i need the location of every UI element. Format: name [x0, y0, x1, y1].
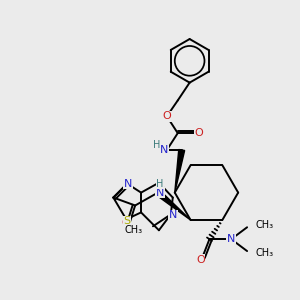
- Text: O: O: [194, 128, 203, 138]
- Polygon shape: [156, 190, 190, 220]
- Text: H: H: [153, 140, 161, 150]
- Text: S: S: [124, 216, 131, 226]
- Text: O: O: [122, 218, 130, 228]
- Polygon shape: [175, 149, 184, 193]
- Text: N: N: [227, 234, 236, 244]
- Text: N: N: [124, 179, 132, 189]
- Text: CH₃: CH₃: [255, 248, 273, 258]
- Text: N: N: [169, 210, 177, 220]
- Text: CH₃: CH₃: [125, 225, 143, 235]
- Text: H: H: [156, 179, 164, 189]
- Text: N: N: [160, 145, 168, 155]
- Text: CH₃: CH₃: [255, 220, 273, 230]
- Text: O: O: [196, 255, 205, 265]
- Text: N: N: [156, 188, 164, 198]
- Text: O: O: [163, 111, 171, 121]
